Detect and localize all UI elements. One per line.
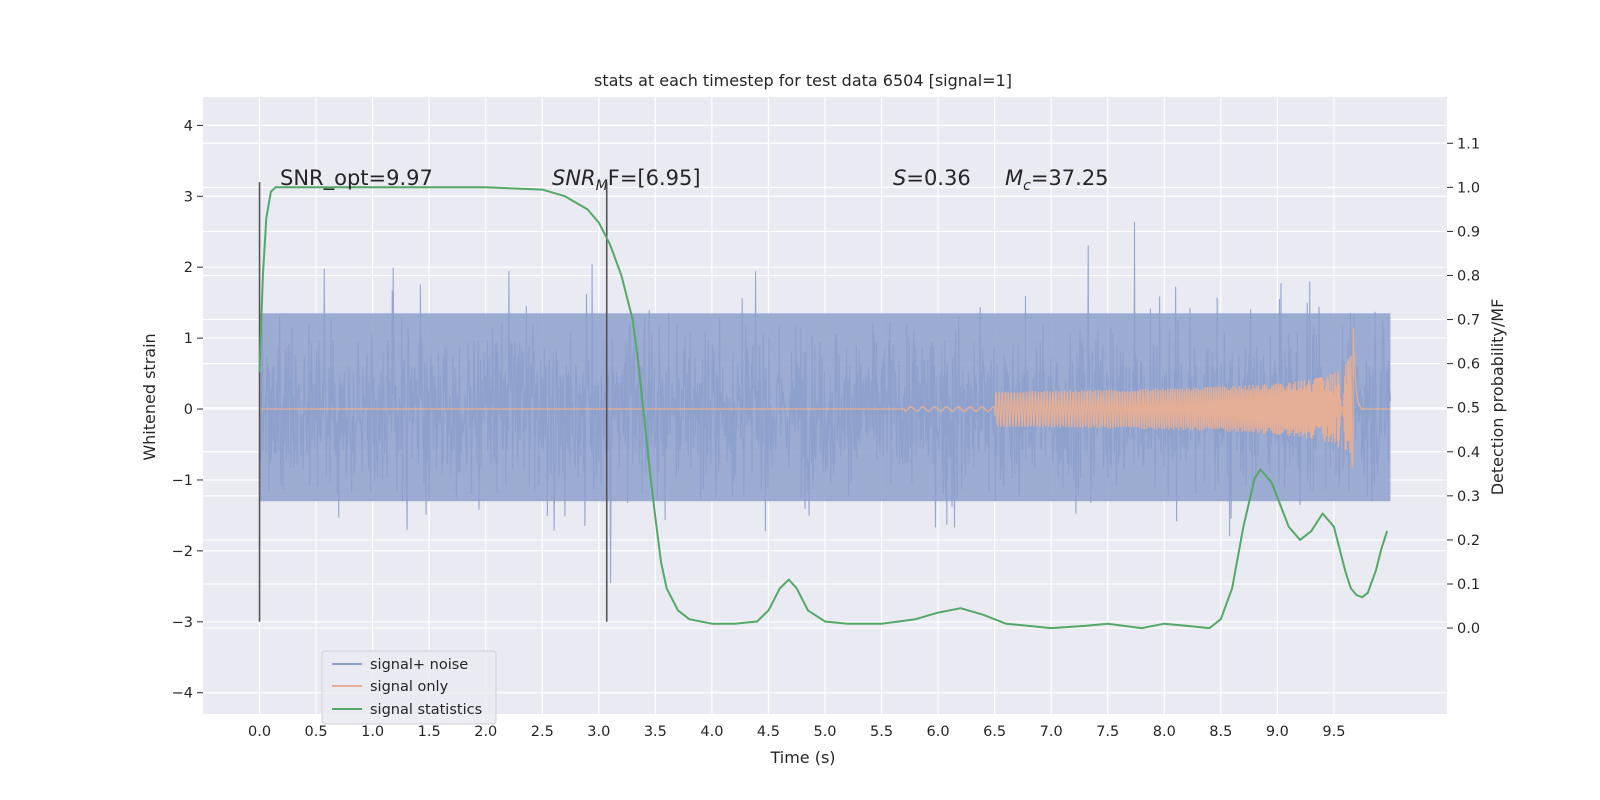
x-tick-label: 6.5 <box>983 724 1006 740</box>
x-tick-label: 9.5 <box>1322 724 1345 740</box>
chart-title: stats at each timestep for test data 650… <box>594 71 1012 90</box>
x-tick-label: 5.5 <box>870 724 893 740</box>
y-tick-label-right: 0.5 <box>1457 401 1480 417</box>
x-tick-label: 8.0 <box>1153 724 1176 740</box>
y-tick-label-right: 0.1 <box>1457 577 1480 593</box>
annotation-mc: Mc=37.25 <box>1005 166 1109 194</box>
y-tick-label-left: −1 <box>172 473 193 489</box>
x-tick-label: 3.0 <box>587 724 610 740</box>
y-tick-label-left: −4 <box>172 686 193 702</box>
x-tick-label: 0.5 <box>305 724 328 740</box>
y-axis-label-right: Detection probability/MF <box>1488 299 1507 496</box>
legend: signal+ noise signal only signal statist… <box>321 650 497 725</box>
x-tick-label: 2.0 <box>474 724 497 740</box>
y-tick-label-left: 1 <box>184 331 193 347</box>
vertical-lines <box>258 182 608 622</box>
y-tick-label-left: −3 <box>172 615 193 631</box>
x-tick-label: 8.5 <box>1209 724 1232 740</box>
annotation-snr-mf-rest: F=[6.95] <box>608 166 701 190</box>
annotation-mc-sub: c <box>1023 178 1031 194</box>
x-tick-label: 1.0 <box>361 724 384 740</box>
y-tick-label-right: 1.1 <box>1457 136 1480 152</box>
x-tick-label: 2.5 <box>531 724 554 740</box>
x-tick-label: 7.0 <box>1040 724 1063 740</box>
y-axis-label-left: Whitened strain <box>140 333 159 460</box>
annotation-s-rest: =0.36 <box>906 166 970 190</box>
signal-line <box>259 328 1391 468</box>
y-tick-label-right: 0.3 <box>1457 489 1480 505</box>
statistic-series <box>258 186 1389 630</box>
x-tick-label: 4.5 <box>757 724 780 740</box>
y-tick-label-left: 0 <box>184 402 193 418</box>
y-tick-label-right: 0.7 <box>1457 313 1480 329</box>
y-tick-label-left: 3 <box>184 189 193 205</box>
x-tick-label: 0.0 <box>248 724 271 740</box>
statistic-line <box>258 186 1389 630</box>
annotation-snr-mf-italic: SNR <box>552 166 596 190</box>
legend-label-signal: signal only <box>370 679 449 695</box>
x-tick-label: 3.5 <box>644 724 667 740</box>
x-tick-label: 4.0 <box>700 724 723 740</box>
y-tick-label-right: 0.8 <box>1457 268 1480 284</box>
signal-series <box>259 328 1391 468</box>
y-tick-label-right: 0.9 <box>1457 224 1480 240</box>
x-tick-label: 7.5 <box>1096 724 1119 740</box>
annotation-snr-opt: SNR_opt=9.97 <box>280 166 433 191</box>
x-tick-label: 6.0 <box>927 724 950 740</box>
y-tick-label-right: 0.6 <box>1457 357 1480 373</box>
y-tick-label-right: 0.0 <box>1457 621 1480 637</box>
legend-label-statistic: signal statistics <box>370 702 482 718</box>
legend-box <box>321 650 497 725</box>
annotation-snr-mf: SNRMF=[6.95] <box>552 166 701 194</box>
y-tick-label-right: 1.0 <box>1457 180 1480 196</box>
y-tick-label-right: 0.4 <box>1457 445 1480 461</box>
annotation-s-italic: S <box>893 166 906 190</box>
annotation-s: S=0.36 <box>893 166 971 190</box>
y-tick-label-left: 2 <box>184 260 193 276</box>
x-ticks: 0.0 0.5 1.0 1.5 2.0 2.5 3.0 3.5 4.0 4.5 5.0 5.5 6.0 6… <box>248 724 1345 740</box>
y-tick-label-right: 0.2 <box>1457 533 1480 549</box>
y-ticks-left: −4 −3 −2 −1 0 1 2 3 4 <box>172 118 203 702</box>
y-tick-label-left: −2 <box>172 544 193 560</box>
y-ticks-right: 0.0 0.1 0.2 0.3 0.4 0.5 0.6 0.7 0.8 0.9 1.0 1.1 <box>1447 136 1480 637</box>
annotation-snr-mf-sub: M <box>596 178 608 194</box>
annotation-mc-italic: M <box>1005 166 1023 190</box>
y-tick-label-left: 4 <box>184 118 193 134</box>
x-tick-label: 5.0 <box>813 724 836 740</box>
x-tick-label: 1.5 <box>418 724 441 740</box>
x-axis-label: Time (s) <box>769 748 835 767</box>
x-tick-label: 9.0 <box>1266 724 1289 740</box>
legend-label-noise: signal+ noise <box>370 657 468 673</box>
annotation-mc-rest: =37.25 <box>1031 166 1109 190</box>
